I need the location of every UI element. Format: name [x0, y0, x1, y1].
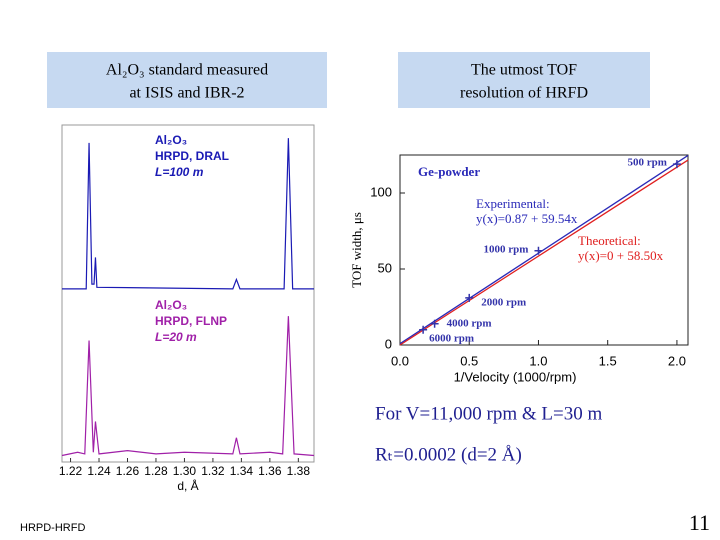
panel-label: HRPD, DRAL	[155, 149, 229, 163]
point-label: 1000 rpm	[484, 243, 529, 255]
point	[430, 319, 439, 328]
y-tick-label: 50	[378, 260, 392, 275]
x-axis-label: 1/Velocity (1000/rpm)	[454, 369, 577, 384]
point-label: 2000 rpm	[481, 296, 526, 308]
y-axis-label: TOF width, μs	[349, 212, 364, 288]
x-tick-label: 1.22	[59, 464, 83, 478]
panel-label: Al₂O₃	[155, 298, 187, 312]
x-tick-label: 1.32	[201, 464, 225, 478]
fit-name: Theoretical:	[578, 233, 641, 248]
header-text: resolution of HRFD	[460, 85, 588, 102]
x-tick-label: 1.36	[258, 464, 282, 478]
x-tick-label: 1.38	[287, 464, 311, 478]
x-tick-label: 1.5	[599, 353, 617, 368]
x-tick-label: 2.0	[668, 353, 686, 368]
chart-frame	[61, 124, 315, 463]
spectrum	[61, 316, 315, 457]
fit-name: Experimental:	[476, 196, 550, 211]
x-tick-label: 0.0	[391, 353, 409, 368]
header-text: The utmost TOF	[471, 62, 577, 79]
header-text: Al₂O₃ standard measured	[106, 62, 268, 79]
fit-line	[399, 159, 689, 346]
point	[419, 325, 428, 334]
x-tick-label: 1.34	[230, 464, 254, 478]
x-tick-label: 1.26	[116, 464, 140, 478]
y-tick-label: 0	[385, 336, 392, 351]
x-tick-label: 1.24	[87, 464, 111, 478]
x-tick-label: 1.0	[529, 353, 547, 368]
point-label: 4000 rpm	[447, 317, 492, 329]
spectrum	[62, 138, 314, 290]
footer: HRPD-HRFD	[20, 522, 85, 534]
panel-label: Al₂O₃	[155, 133, 187, 147]
fit-equation: y(x)=0.87 + 59.54x	[476, 211, 578, 226]
point	[465, 293, 474, 302]
note: For V=11,000 rpm & L=30 m	[375, 403, 602, 424]
point-label: 500 rpm	[628, 157, 667, 169]
header-text: at ISIS and IBR-2	[129, 85, 244, 102]
y-tick-label: 100	[370, 184, 392, 199]
chart-title: Ge-powder	[418, 164, 480, 179]
x-tick-label: 1.28	[144, 464, 168, 478]
point	[534, 246, 543, 255]
header-box	[47, 52, 327, 108]
fit-line	[399, 154, 689, 345]
x-tick-label: 1.30	[173, 464, 197, 478]
page-number: 11	[689, 510, 710, 535]
panel-label: HRPD, FLNP	[155, 314, 227, 328]
point	[672, 160, 681, 169]
point-label: 6000 rpm	[429, 332, 474, 344]
x-axis-label: d, Å	[177, 478, 198, 493]
x-tick-label: 0.5	[460, 353, 478, 368]
note: Rₜ=0.0002 (d=2 Å)	[375, 444, 522, 465]
fit-equation: y(x)=0 + 58.50x	[578, 248, 664, 263]
header-box	[398, 52, 650, 108]
panel-label: L=100 m	[155, 165, 204, 179]
panel-label: L=20 m	[155, 330, 197, 344]
